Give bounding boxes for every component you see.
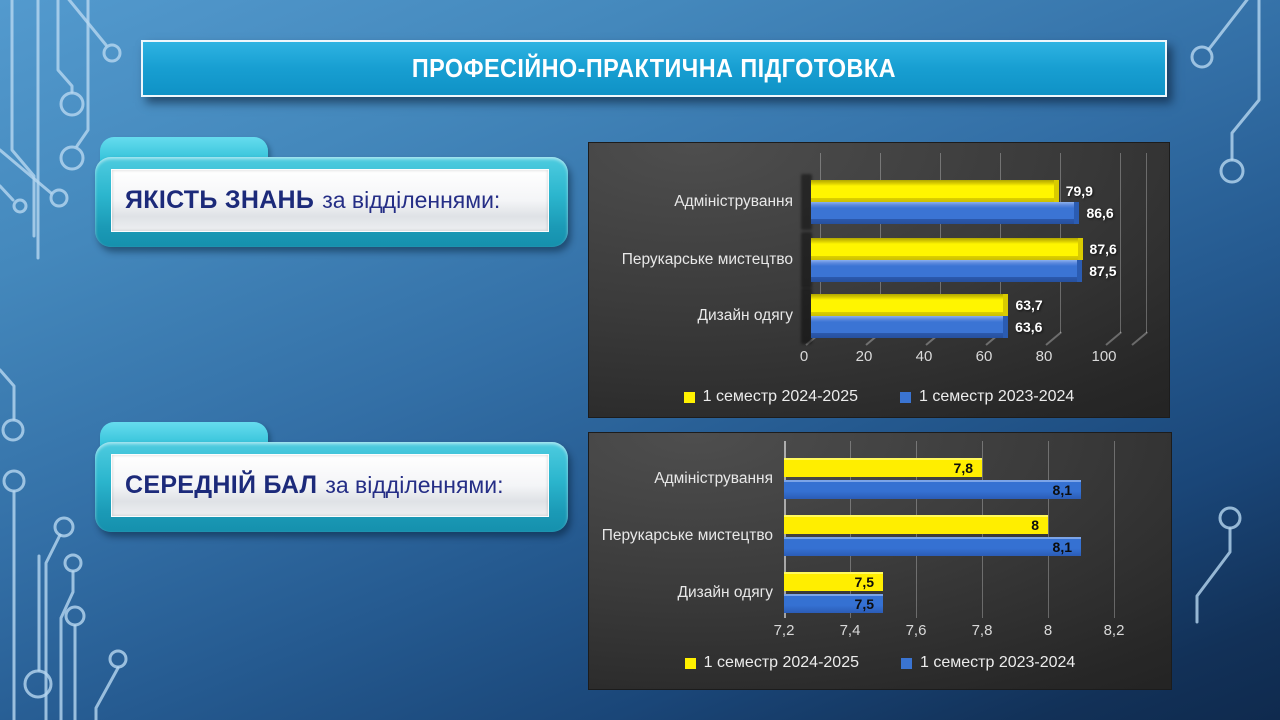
chart-gridline [1120, 153, 1121, 333]
axis-tick-mark [1131, 331, 1148, 346]
x-axis-tick-label: 80 [1035, 348, 1053, 365]
legend-item: 1 семестр 2024-2025 [683, 388, 858, 406]
bar-3d-shadow [801, 232, 812, 288]
legend-swatch [683, 391, 695, 403]
legend-label: 1 семестр 2024-2025 [703, 654, 859, 671]
x-axis-tick-label: 20 [855, 348, 873, 365]
section-label-average: СЕРЕДНІЙ БАЛ за відділеннями: [95, 422, 568, 532]
category-label: Перукарське мистецтво [621, 251, 793, 268]
bar-series-1-row-2 [811, 316, 1009, 338]
chart-legend: 1 семестр 2024-2025 1 семестр 2023-2024 [589, 654, 1171, 672]
x-axis-tick-label: 40 [915, 348, 933, 365]
legend-label: 1 семестр 2024-2025 [702, 388, 858, 405]
bar-value-label: 7,5 [854, 595, 874, 612]
average-score-chart: 7,2 7,4 7,6 7,8 8 8,2 Адміністрування 7,8 8,1 Пер… [588, 432, 1172, 690]
title-banner: ПРОФЕСІЙНО-ПРАКТИЧНА ПІДГОТОВКА [141, 40, 1167, 97]
x-axis-tick-label: 0 [799, 348, 809, 365]
chart-gridline [1114, 441, 1115, 618]
bar-value-label: 8,1 [1052, 538, 1072, 555]
category-label: Перукарське мистецтво [601, 526, 773, 544]
bar-series-1-row-1 [784, 537, 1081, 556]
bar-value-label: 63,7 [1015, 297, 1043, 313]
bar-series-0-row-2 [811, 294, 1009, 316]
axis-tick-mark [1045, 331, 1062, 346]
ribbon-text-panel: СЕРЕДНІЙ БАЛ за відділеннями: [111, 454, 549, 517]
quality-of-knowledge-chart: 0 20 40 60 80 100 Адміністрування 79,9 86,6 Перук… [588, 142, 1170, 418]
section-label-quality: ЯКІСТЬ ЗНАНЬ за відділеннями: [95, 137, 568, 247]
x-axis-tick-label: 8 [1043, 622, 1053, 639]
bar-3d-shadow [801, 288, 812, 344]
section-title-strong: СЕРЕДНІЙ БАЛ [125, 471, 318, 499]
legend-swatch [900, 391, 911, 403]
bar-series-0-row-1 [784, 515, 1048, 534]
bar-value-label: 7,8 [953, 459, 973, 476]
category-label: Дизайн одягу [677, 583, 773, 601]
bar-value-label: 7,5 [854, 573, 874, 590]
category-label: Адміністрування [654, 469, 773, 487]
bar-series-1-row-0 [811, 202, 1080, 224]
legend-label: 1 семестр 2023-2024 [919, 388, 1075, 405]
bar-value-label: 86,6 [1086, 205, 1114, 221]
bar-series-1-row-1 [811, 260, 1083, 282]
circuit-decoration-right [1190, 0, 1261, 624]
legend-item: 1 семестр 2024-2025 [684, 654, 859, 672]
bar-series-0-row-1 [811, 238, 1083, 260]
x-axis-tick-label: 7,6 [905, 622, 927, 639]
slide-title: ПРОФЕСІЙНО-ПРАКТИЧНА ПІДГОТОВКА [411, 53, 897, 83]
category-label: Адміністрування [674, 193, 793, 210]
chart-wall-edge-line [1146, 153, 1147, 333]
x-axis-tick-label: 8,2 [1103, 622, 1125, 639]
bar-value-label: 8 [1031, 516, 1039, 533]
bar-series-0-row-0 [811, 180, 1059, 202]
chart-legend: 1 семестр 2024-2025 1 семестр 2023-2024 [589, 388, 1169, 406]
x-axis-tick-label: 100 [1091, 348, 1117, 365]
section-title-rest: за відділеннями: [322, 187, 501, 213]
bar-3d-shadow [801, 174, 812, 230]
category-label: Дизайн одягу [697, 307, 793, 324]
legend-label: 1 семестр 2023-2024 [920, 654, 1076, 671]
legend-item: 1 семестр 2023-2024 [900, 388, 1074, 406]
bar-value-label: 87,5 [1089, 263, 1117, 279]
bar-series-0-row-0 [784, 458, 982, 477]
x-axis-tick-label: 60 [975, 348, 993, 365]
axis-tick-mark [1105, 331, 1122, 346]
bar-series-0-row-2 [784, 572, 883, 591]
x-axis-tick-label: 7,8 [971, 622, 993, 639]
bar-value-label: 87,6 [1089, 241, 1117, 257]
bar-value-label: 79,9 [1065, 183, 1093, 199]
legend-item: 1 семестр 2023-2024 [901, 654, 1075, 672]
x-axis-tick-label: 7,4 [839, 622, 861, 639]
bar-series-1-row-2 [784, 594, 883, 613]
legend-swatch [684, 657, 696, 669]
x-axis-tick-label: 7,2 [773, 622, 795, 639]
ribbon-text-panel: ЯКІСТЬ ЗНАНЬ за відділеннями: [111, 169, 549, 232]
legend-swatch [901, 657, 912, 669]
chart-gridline [1048, 441, 1049, 618]
ribbon-body: ЯКІСТЬ ЗНАНЬ за відділеннями: [95, 157, 568, 247]
section-title-strong: ЯКІСТЬ ЗНАНЬ [125, 186, 315, 214]
bar-value-label: 8,1 [1052, 481, 1072, 498]
bar-value-label: 63,6 [1015, 319, 1043, 335]
section-title-rest: за відділеннями: [325, 472, 504, 498]
bar-series-1-row-0 [784, 480, 1081, 499]
circuit-decoration-left [0, 0, 128, 720]
ribbon-body: СЕРЕДНІЙ БАЛ за відділеннями: [95, 442, 568, 532]
